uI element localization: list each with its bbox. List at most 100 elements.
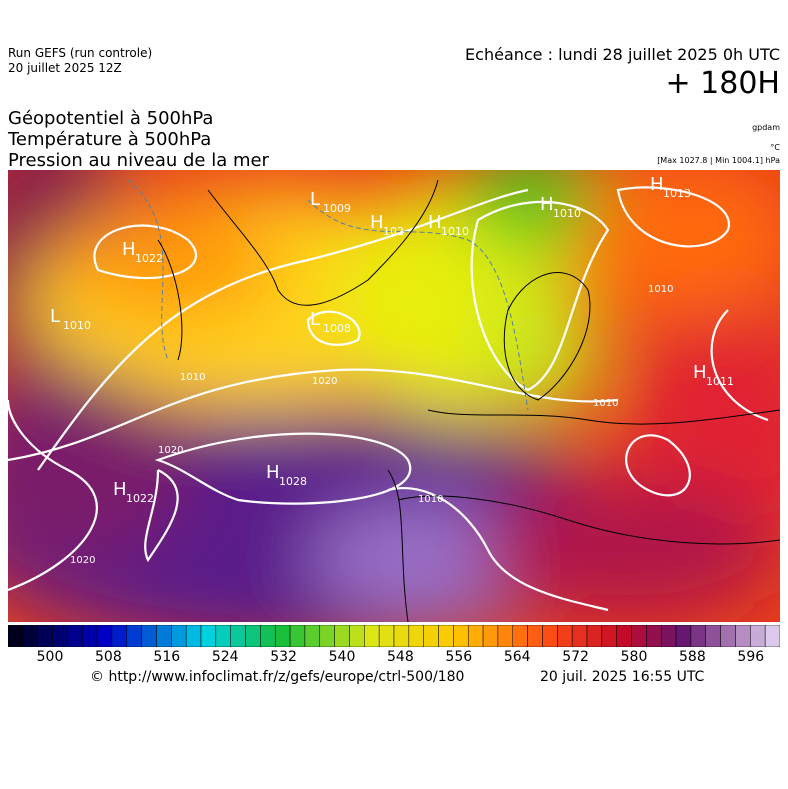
colorbar-tick: 516 [153,649,181,665]
centre-letter: L [310,189,320,210]
colorbar-cell [453,625,469,647]
colorbar-cell [690,625,707,647]
isobar-label: 1010 [418,494,443,505]
colorbar-cell [111,625,128,647]
colorbar-cell [8,625,24,647]
centre-letter: H [650,174,664,195]
colorbar-cell [527,625,543,647]
colorbar-cell [482,625,499,647]
colorbar-tick: 524 [211,649,239,665]
centre-letter: H [540,194,554,215]
colorbar-cell [557,625,573,647]
field: Température à 500hPa [8,129,212,150]
colorbar-cell [378,625,395,647]
colorbar-cell [497,625,514,647]
colorbar-cell [126,625,142,647]
centre-value: 1022 [126,492,154,505]
centre-value: 1013 [663,187,691,200]
colorbar-tick: 556 [445,649,473,665]
colorbar-cell [393,625,410,647]
colorbar-cell [200,625,217,647]
run-date: 20 juillet 2025 12Z [8,61,122,75]
colorbar-cell [660,625,677,647]
centre-value: 1022 [135,252,163,265]
colorbar-tick: 548 [387,649,414,665]
colorbar-tick: 500 [36,649,64,665]
colorbar-cell [96,625,113,647]
colorbar [8,625,780,647]
colorbar-cell [171,625,187,647]
colorbar-cell [764,625,780,647]
generated: 20 juil. 2025 16:55 UTC [540,669,705,685]
centre-letter: H [122,239,136,260]
colorbar-cell [467,625,484,647]
colorbar-cell [616,625,632,647]
source: © http://www.infoclimat.fr/z/gefs/europe… [90,669,465,685]
colorbar-cell [185,625,202,647]
field: Pression au niveau de la mer [8,150,269,171]
colorbar-cell [408,625,424,647]
centre-value: 1010 [63,319,91,332]
colorbar-tick: 508 [95,649,122,665]
isobar-label: 1020 [158,445,183,456]
colorbar-cell [542,625,558,647]
centre-letter: H [370,212,384,233]
centre-value: 1009 [323,202,351,215]
colorbar-cell [601,625,617,647]
colorbar-cell [631,625,647,647]
colorbar-cell [334,625,350,647]
centre-value: 1011 [706,375,734,388]
colorbar-cell [720,625,736,647]
unit: gpdam [752,123,780,132]
isobar-label: 1010 [180,372,205,383]
centre-letter: H [113,479,127,500]
colorbar-tick: 596 [737,649,765,665]
colorbar-cell [423,625,439,647]
field: Géopotentiel à 500hPa [8,108,214,129]
isobars [8,186,769,612]
colorbar-cell [156,625,172,647]
colorbar-tick: 580 [620,649,648,665]
colorbar-cell [349,625,365,647]
colorbar-cell [304,625,321,647]
colorbar-cell [215,625,231,647]
colorbar-cell [141,625,157,647]
colorbar-cell [705,625,721,647]
colorbar-cell [750,625,766,647]
centre-letter: L [50,306,60,327]
isobar-label: 1020 [70,555,95,566]
centre-value: 1008 [323,322,351,335]
isobar-label: 1010 [593,398,618,409]
centre-value: 1010 [441,225,469,238]
colorbar-tick: 532 [270,649,297,665]
colorbar-cell [512,625,528,647]
centre-letter: L [310,309,320,330]
valid: Echéance : lundi 28 juillet 2025 0h UTC [465,45,780,64]
unit: [Max 1027.8 | Min 1004.1] hPa [657,156,780,165]
colorbar-cell [230,625,246,647]
centre-letter: H [266,462,280,483]
colorbar-tick: 572 [562,649,589,665]
colorbar-cell [571,625,588,647]
colorbar-tick: 588 [679,649,706,665]
run: Run GEFS (run controle) [8,46,153,60]
centre-letter: H [693,362,707,383]
colorbar-cell [675,625,692,647]
colorbar-cell [260,625,276,647]
unit: °C [770,143,780,152]
colorbar-cell [52,625,68,647]
colorbar-cell [646,625,662,647]
colorbar-cell [274,625,291,647]
centre-value: 1010 [553,207,581,220]
colorbar-cell [37,625,53,647]
colorbar-cell [364,625,380,647]
centre-value: 102 [383,225,404,238]
colorbar-tick: 540 [328,649,356,665]
colorbar-cell [245,625,261,647]
colorbar-cell [22,625,38,647]
colorbar-tick: 564 [503,649,531,665]
colorbar-cell [67,625,83,647]
colorbar-cell [735,625,751,647]
